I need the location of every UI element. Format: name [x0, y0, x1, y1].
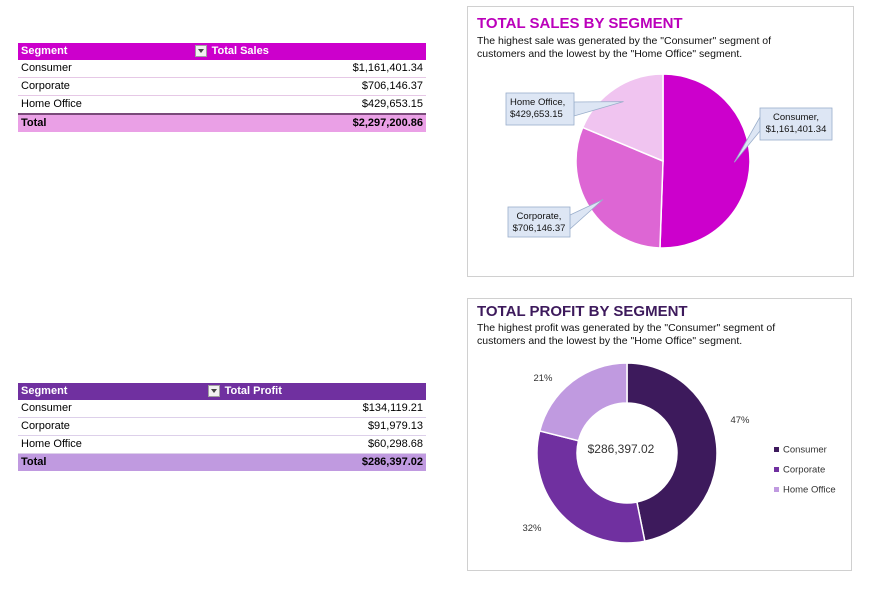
chart-subtitle: The highest sale was generated by the "C… — [477, 35, 772, 60]
profit-pivot-table: Segment Total Profit Consumer $134,119.2… — [18, 383, 426, 471]
data-label: $429,653.15 — [510, 109, 563, 120]
total-value-cell[interactable]: $286,397.02 — [221, 453, 426, 471]
table-row[interactable]: Home Office $429,653.15 — [18, 95, 426, 115]
segment-header-label: Segment — [21, 45, 68, 57]
table-row[interactable]: Consumer $1,161,401.34 — [18, 60, 426, 78]
donut-slice-consumer[interactable] — [626, 362, 718, 543]
data-label: $1,161,401.34 — [766, 124, 827, 135]
value-cell[interactable]: $1,161,401.34 — [208, 60, 426, 78]
total-sales-column-header[interactable]: Total Sales — [208, 43, 426, 60]
filter-dropdown-icon[interactable] — [194, 45, 207, 57]
percent-label: 21% — [533, 373, 553, 384]
segment-cell[interactable]: Home Office — [18, 95, 209, 115]
table-row[interactable]: Consumer $134,119.21 — [18, 400, 426, 418]
donut-slice-corporate[interactable] — [536, 430, 646, 544]
filter-dropdown-icon[interactable] — [207, 385, 220, 397]
segment-cell[interactable]: Corporate — [18, 417, 222, 436]
legend-item-consumer[interactable]: Consumer — [774, 445, 827, 456]
callout-home-office: Home Office,$429,653.15 — [505, 92, 624, 126]
segment-column-header[interactable]: Segment — [18, 383, 222, 400]
data-label: Corporate, — [517, 211, 562, 222]
svg-text:Corporate: Corporate — [783, 465, 825, 476]
value-cell[interactable]: $429,653.15 — [208, 95, 426, 115]
value-cell[interactable]: $91,979.13 — [221, 417, 426, 436]
percent-label: 47% — [730, 415, 750, 426]
sales-pie-chart[interactable]: Consumer,$1,161,401.34 Corporate,$706,146… — [468, 7, 853, 276]
segment-column-header[interactable]: Segment — [18, 43, 209, 60]
value-cell[interactable]: $706,146.37 — [208, 77, 426, 96]
callout-consumer: Consumer,$1,161,401.34 — [733, 107, 833, 163]
total-row[interactable]: Total $2,297,200.86 — [18, 113, 426, 132]
segment-cell[interactable]: Home Office — [18, 435, 222, 454]
svg-text:Consumer: Consumer — [783, 445, 827, 456]
donut-slice-home-office[interactable] — [538, 362, 628, 442]
segment-cell[interactable]: Consumer — [18, 400, 222, 418]
table-row[interactable]: Corporate $706,146.37 — [18, 77, 426, 96]
profit-donut-chart[interactable]: 47% 32% 21% $286,397.02 Consumer Corporate Hom… — [468, 299, 851, 570]
segment-cell[interactable]: Corporate — [18, 77, 209, 96]
total-label-cell[interactable]: Total — [18, 113, 209, 132]
data-label: Consumer, — [773, 112, 819, 123]
table-header-row: Segment Total Sales — [18, 43, 426, 60]
legend-item-home-office[interactable]: Home Office — [774, 485, 836, 496]
donut-center-total: $286,397.02 — [588, 442, 655, 456]
segment-cell[interactable]: Consumer — [18, 60, 209, 78]
pie-slice-consumer[interactable] — [659, 73, 751, 249]
sales-chart-panel[interactable]: TOTAL SALES BY SEGMENT The highest sale … — [467, 6, 854, 277]
data-label: Home Office, — [510, 97, 565, 108]
value-cell[interactable]: $134,119.21 — [221, 400, 426, 418]
total-label-cell[interactable]: Total — [18, 453, 222, 471]
total-row[interactable]: Total $286,397.02 — [18, 453, 426, 471]
total-profit-column-header[interactable]: Total Profit — [221, 383, 426, 400]
table-row[interactable]: Home Office $60,298.68 — [18, 435, 426, 454]
table-row[interactable]: Corporate $91,979.13 — [18, 417, 426, 436]
data-label: $706,146.37 — [513, 223, 566, 234]
value-cell[interactable]: $60,298.68 — [221, 435, 426, 454]
sales-pivot-table: Segment Total Sales Consumer $1,161,401.… — [18, 43, 426, 132]
pie-slice-home-office[interactable] — [581, 73, 664, 163]
svg-text:Home Office: Home Office — [783, 485, 836, 496]
segment-header-label: Segment — [21, 385, 68, 397]
percent-label: 32% — [522, 523, 542, 534]
table-header-row: Segment Total Profit — [18, 383, 426, 400]
profit-chart-panel[interactable]: TOTAL PROFIT BY SEGMENT The highest prof… — [467, 298, 852, 571]
chart-subtitle: The highest profit was generated by the … — [477, 322, 776, 347]
chart-title: TOTAL SALES BY SEGMENT — [477, 15, 683, 32]
legend-item-corporate[interactable]: Corporate — [774, 465, 825, 476]
chart-title: TOTAL PROFIT BY SEGMENT — [477, 303, 688, 320]
total-value-cell[interactable]: $2,297,200.86 — [208, 113, 426, 132]
callout-corporate: Corporate,$706,146.37 — [507, 199, 604, 238]
